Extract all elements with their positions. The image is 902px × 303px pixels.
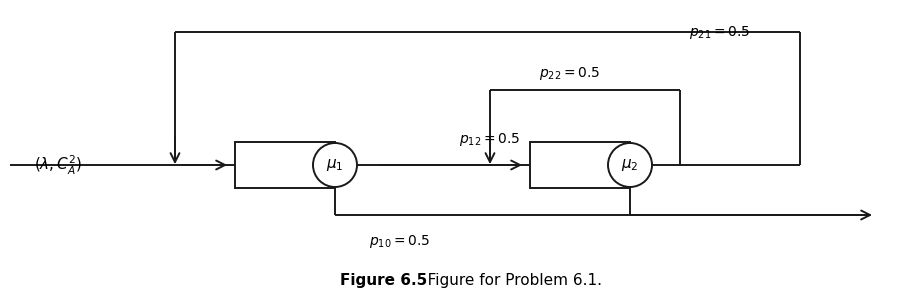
- Text: $\mu_2$: $\mu_2$: [621, 157, 638, 173]
- Circle shape: [607, 143, 651, 187]
- Text: Figure 6.5: Figure 6.5: [340, 272, 427, 288]
- Text: $p_{12} = 0.5$: $p_{12} = 0.5$: [459, 131, 520, 148]
- Bar: [529, 142, 630, 188]
- Text: $(\lambda, C_A^2)$: $(\lambda, C_A^2)$: [33, 153, 82, 177]
- Bar: [235, 142, 335, 188]
- Text: $p_{21} = 0.5$: $p_{21} = 0.5$: [688, 24, 750, 41]
- Text: $p_{10} = 0.5$: $p_{10} = 0.5$: [369, 233, 430, 250]
- Text: $p_{21} = 0.5$: $p_{21} = 0.5$: [0, 302, 1, 303]
- Circle shape: [313, 143, 356, 187]
- Text: Figure for Problem 6.1.: Figure for Problem 6.1.: [412, 272, 602, 288]
- Text: $p_{22} = 0.5$: $p_{22} = 0.5$: [538, 65, 600, 82]
- Text: $\mu_1$: $\mu_1$: [326, 157, 344, 173]
